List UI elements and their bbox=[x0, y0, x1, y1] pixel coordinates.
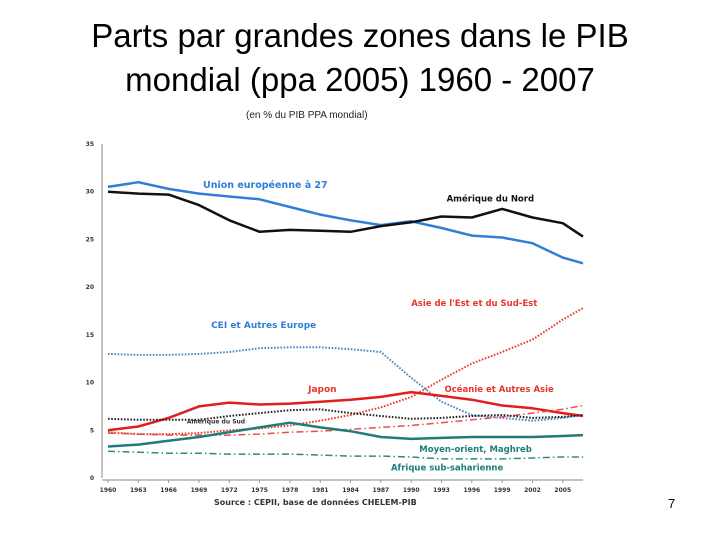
x-tick-label: 1999 bbox=[494, 487, 511, 494]
series-line bbox=[107, 421, 584, 448]
y-tick-label: 5 bbox=[90, 427, 94, 434]
chart-series bbox=[107, 180, 584, 460]
x-tick-label: 1969 bbox=[191, 487, 208, 494]
y-tick-label: 30 bbox=[86, 189, 94, 196]
series-label: Amérique du Sud bbox=[187, 419, 245, 426]
slide-title-line-1: Parts par grandes zones dans le PIB bbox=[91, 17, 629, 54]
x-tick-label: 1990 bbox=[403, 487, 420, 494]
x-tick-label: 1960 bbox=[100, 487, 117, 494]
x-tick-label: 1993 bbox=[433, 487, 450, 494]
slide-title: Parts par grandes zones dans le PIB mond… bbox=[0, 14, 720, 102]
series-label: Japon bbox=[307, 385, 336, 395]
x-tick-label: 1975 bbox=[251, 487, 268, 494]
series-line bbox=[107, 404, 584, 436]
series-label: Océanie et Autres Asie bbox=[445, 384, 554, 395]
series-label: Moyen-orient, Maghreb bbox=[419, 445, 532, 455]
chart-series-labels: Union européenne à 27 Amérique du Nord Asi… bbox=[187, 180, 554, 473]
y-tick-label: 20 bbox=[86, 284, 94, 291]
x-tick-label: 1996 bbox=[463, 487, 480, 494]
y-axis-unit-note: (en % du PIB PPA mondial) bbox=[246, 110, 368, 121]
y-tick-label: 35 bbox=[86, 141, 94, 148]
series-line bbox=[107, 180, 584, 265]
y-tick-label: 25 bbox=[86, 236, 94, 243]
series-label: CEI et Autres Europe bbox=[211, 321, 316, 331]
x-tick-label: 2005 bbox=[554, 487, 571, 494]
series-line bbox=[107, 346, 584, 422]
chart-axes: 0 5 10 15 20 25 30 35 1960 1963 1966 1969 1972 1975 19… bbox=[86, 141, 583, 494]
x-tick-label: 2002 bbox=[524, 487, 541, 494]
series-label: Amérique du Nord bbox=[447, 193, 535, 204]
y-tick-label: 15 bbox=[86, 332, 94, 339]
x-tick-label: 1963 bbox=[130, 487, 147, 494]
x-tick-label: 1972 bbox=[221, 487, 238, 494]
x-tick-label: 1981 bbox=[312, 487, 329, 494]
series-line bbox=[107, 307, 584, 436]
series-label: Asie de l'Est et du Sud-Est bbox=[411, 299, 537, 309]
x-tick-label: 1987 bbox=[373, 487, 390, 494]
slide-title-line-2: mondial (ppa 2005) 1960 - 2007 bbox=[125, 61, 595, 98]
x-tick-label: 1978 bbox=[282, 487, 299, 494]
series-line bbox=[107, 390, 584, 432]
page-number: 7 bbox=[668, 496, 676, 511]
y-tick-label: 0 bbox=[90, 475, 94, 482]
x-tick-label: 1966 bbox=[160, 487, 177, 494]
series-line bbox=[107, 450, 583, 460]
x-tick-label: 1984 bbox=[342, 487, 359, 494]
series-line bbox=[107, 190, 584, 238]
series-label: Union européenne à 27 bbox=[203, 180, 328, 191]
y-tick-label: 10 bbox=[86, 380, 94, 387]
series-line bbox=[107, 408, 584, 421]
chart-source: Source : CEPII, base de données CHELEM-P… bbox=[214, 497, 417, 507]
series-label: Afrique sub-saharienne bbox=[391, 463, 504, 473]
